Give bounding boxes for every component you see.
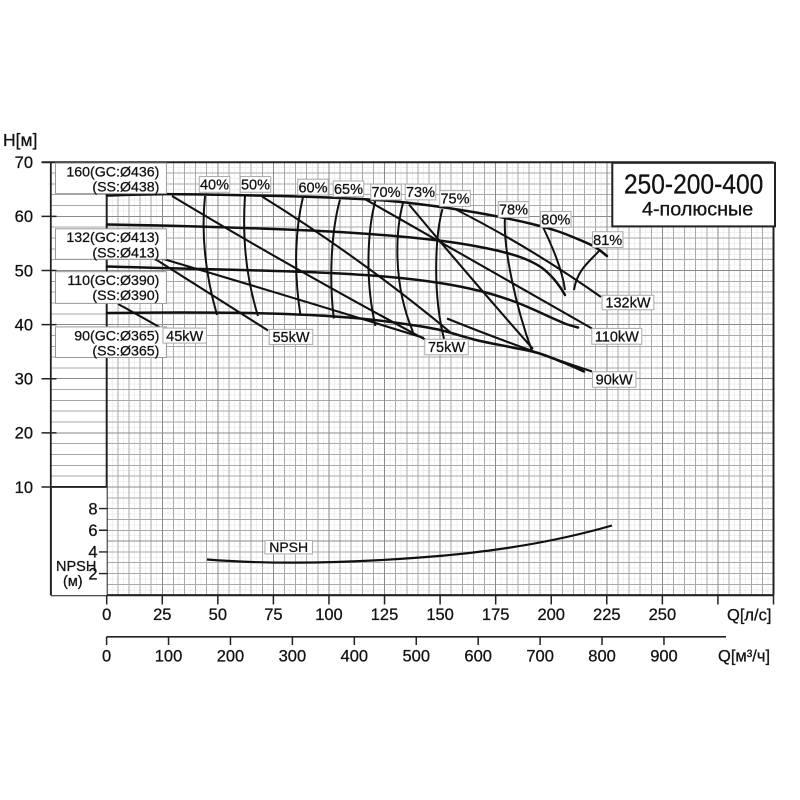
svg-text:150: 150 <box>426 606 454 624</box>
svg-text:Q[м³/ч]: Q[м³/ч] <box>718 648 770 666</box>
svg-text:50%: 50% <box>241 178 270 194</box>
svg-text:0: 0 <box>102 648 111 666</box>
svg-text:6: 6 <box>88 522 97 540</box>
svg-text:250-200-400: 250-200-400 <box>624 168 764 199</box>
svg-text:100: 100 <box>155 648 183 666</box>
svg-text:75: 75 <box>264 606 282 624</box>
svg-text:0: 0 <box>102 606 111 624</box>
svg-text:8: 8 <box>88 500 97 518</box>
svg-text:(SS:Ø390): (SS:Ø390) <box>92 288 159 304</box>
svg-text:400: 400 <box>341 648 369 666</box>
svg-text:90kW: 90kW <box>596 373 633 389</box>
svg-text:175: 175 <box>482 606 510 624</box>
svg-text:250: 250 <box>649 606 677 624</box>
svg-text:(SS:Ø413): (SS:Ø413) <box>92 245 159 261</box>
svg-text:500: 500 <box>402 648 430 666</box>
svg-text:20: 20 <box>15 425 33 443</box>
svg-text:110kW: 110kW <box>595 330 639 346</box>
svg-text:132kW: 132kW <box>605 296 650 312</box>
svg-text:800: 800 <box>588 648 616 666</box>
svg-text:78%: 78% <box>499 203 528 219</box>
svg-text:81%: 81% <box>593 233 622 249</box>
svg-text:65%: 65% <box>334 182 363 198</box>
svg-text:90(GC:Ø365): 90(GC:Ø365) <box>74 328 159 344</box>
svg-text:70: 70 <box>15 154 33 172</box>
svg-text:200: 200 <box>537 606 565 624</box>
svg-text:40%: 40% <box>200 178 229 194</box>
svg-text:125: 125 <box>371 606 399 624</box>
svg-text:132(GC:Ø413): 132(GC:Ø413) <box>66 230 159 246</box>
svg-text:700: 700 <box>526 648 554 666</box>
svg-text:110(GC:Ø390): 110(GC:Ø390) <box>67 273 159 289</box>
svg-text:Q[л/с]: Q[л/с] <box>727 607 771 625</box>
svg-text:40: 40 <box>15 316 33 334</box>
svg-text:225: 225 <box>593 606 621 624</box>
svg-text:55kW: 55kW <box>272 330 309 346</box>
svg-text:NPSH: NPSH <box>269 539 308 555</box>
svg-text:100: 100 <box>315 606 343 624</box>
svg-text:45kW: 45kW <box>166 329 203 345</box>
svg-text:75kW: 75kW <box>428 340 465 356</box>
svg-text:(м): (м) <box>63 574 83 590</box>
svg-text:NPSH: NPSH <box>56 559 96 575</box>
svg-text:(SS:Ø438): (SS:Ø438) <box>92 180 159 196</box>
svg-text:4: 4 <box>88 544 97 562</box>
svg-text:80%: 80% <box>541 213 570 229</box>
svg-text:50: 50 <box>15 262 33 280</box>
svg-text:73%: 73% <box>406 185 435 201</box>
svg-text:25: 25 <box>153 606 171 624</box>
svg-text:30: 30 <box>15 371 33 389</box>
svg-text:4-полюсные: 4-полюсные <box>642 199 753 221</box>
svg-text:900: 900 <box>650 648 678 666</box>
svg-text:600: 600 <box>464 648 492 666</box>
svg-text:200: 200 <box>217 648 245 666</box>
svg-text:10: 10 <box>15 479 33 497</box>
svg-text:60%: 60% <box>298 180 327 196</box>
svg-text:70%: 70% <box>371 185 400 201</box>
svg-text:50: 50 <box>209 606 227 624</box>
svg-text:2: 2 <box>88 565 97 583</box>
svg-text:(SS:Ø365): (SS:Ø365) <box>92 343 159 359</box>
svg-text:H[м]: H[м] <box>3 130 37 150</box>
svg-text:60: 60 <box>15 208 33 226</box>
svg-text:160(GC:Ø436): 160(GC:Ø436) <box>66 165 159 181</box>
svg-text:75%: 75% <box>440 192 469 208</box>
svg-text:300: 300 <box>279 648 307 666</box>
